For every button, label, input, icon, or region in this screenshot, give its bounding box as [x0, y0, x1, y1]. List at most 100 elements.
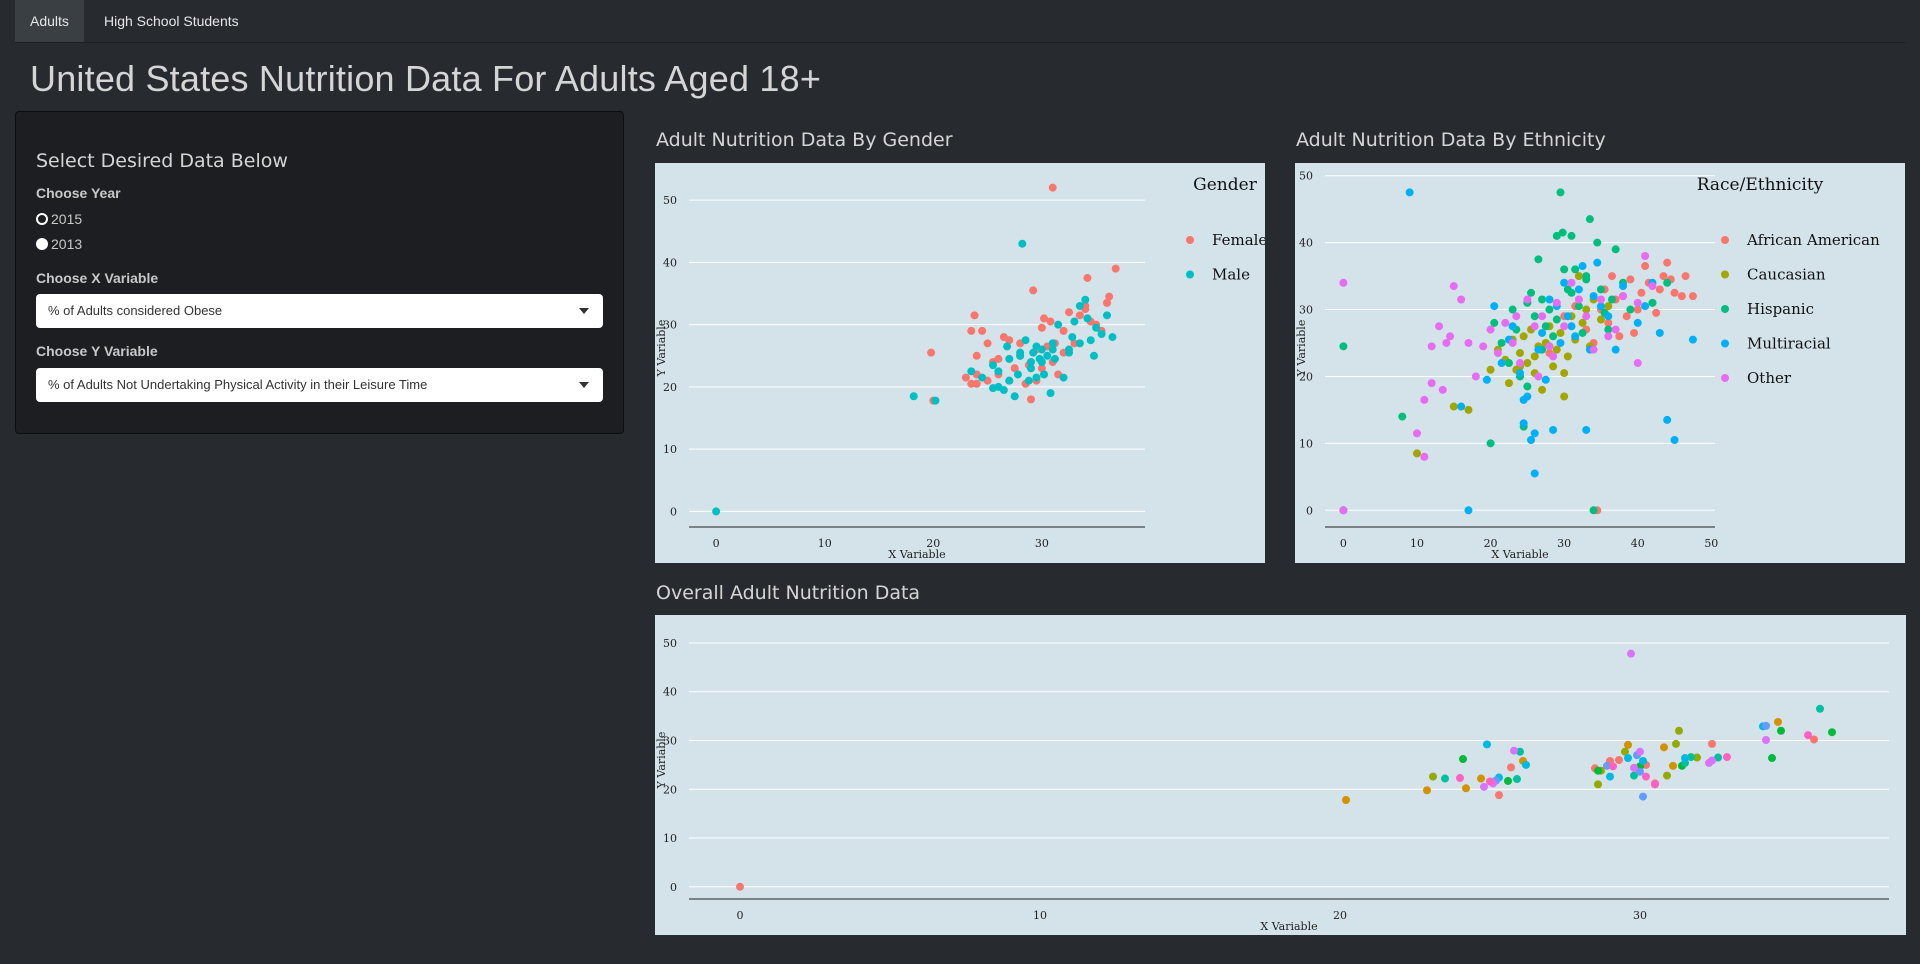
data-point[interactable] [1552, 315, 1561, 324]
legend-item[interactable]: Multiracial [1747, 335, 1831, 353]
data-point[interactable] [978, 326, 987, 335]
data-point[interactable] [1054, 320, 1063, 329]
data-point[interactable] [970, 311, 979, 320]
data-point[interactable] [1639, 792, 1647, 801]
data-point[interactable] [1816, 704, 1824, 713]
tab-high-school-students[interactable]: High School Students [104, 13, 239, 29]
data-point[interactable] [1032, 373, 1041, 382]
data-point[interactable] [1510, 746, 1518, 755]
data-point[interactable] [1681, 754, 1689, 763]
data-point[interactable] [1442, 338, 1451, 347]
data-point[interactable] [1081, 295, 1090, 304]
data-point[interactable] [1449, 282, 1458, 291]
data-point[interactable] [1567, 288, 1576, 297]
legend-swatch[interactable] [1721, 305, 1729, 313]
data-point[interactable] [1083, 273, 1092, 282]
data-point[interactable] [1501, 318, 1510, 327]
data-point[interactable] [1563, 312, 1572, 321]
data-point[interactable] [983, 339, 992, 348]
data-point[interactable] [1523, 359, 1532, 368]
data-point[interactable] [1519, 395, 1528, 404]
data-point[interactable] [1549, 352, 1558, 361]
data-point[interactable] [1663, 771, 1671, 780]
data-point[interactable] [989, 361, 997, 370]
legend-item[interactable]: Female [1212, 231, 1265, 249]
data-point[interactable] [1103, 298, 1111, 307]
data-point[interactable] [1604, 318, 1613, 327]
data-point[interactable] [1046, 317, 1055, 326]
data-point[interactable] [931, 396, 940, 405]
data-point[interactable] [1089, 351, 1098, 360]
data-point[interactable] [1589, 345, 1598, 354]
data-point[interactable] [1663, 278, 1672, 287]
data-point[interactable] [1103, 311, 1111, 320]
data-point[interactable] [1005, 354, 1014, 363]
data-point[interactable] [1495, 791, 1503, 800]
data-point[interactable] [1677, 292, 1686, 301]
data-point[interactable] [1512, 312, 1521, 321]
data-point[interactable] [1538, 328, 1547, 337]
legend-swatch[interactable] [1721, 339, 1729, 348]
data-point[interactable] [1604, 312, 1613, 321]
data-point[interactable] [1560, 392, 1569, 401]
data-point[interactable] [1541, 322, 1550, 331]
data-point[interactable] [1670, 288, 1679, 297]
data-point[interactable] [1483, 740, 1491, 749]
data-point[interactable] [1534, 372, 1543, 381]
data-point[interactable] [1480, 782, 1488, 791]
data-point[interactable] [1633, 359, 1642, 368]
data-point[interactable] [1774, 717, 1782, 726]
data-point[interactable] [1504, 379, 1513, 388]
data-point[interactable] [1048, 345, 1057, 354]
data-point[interactable] [1659, 272, 1668, 281]
data-point[interactable] [1574, 302, 1583, 311]
data-point[interactable] [1059, 373, 1068, 382]
data-point[interactable] [1059, 326, 1068, 335]
data-point[interactable] [1037, 323, 1046, 332]
data-point[interactable] [1048, 183, 1057, 192]
data-point[interactable] [1593, 238, 1602, 247]
data-point[interactable] [1065, 345, 1073, 354]
data-point[interactable] [1464, 338, 1473, 347]
data-point[interactable] [1037, 358, 1046, 367]
data-point[interactable] [994, 354, 1003, 363]
data-point[interactable] [927, 348, 936, 357]
data-point[interactable] [1457, 402, 1466, 411]
data-point[interactable] [1594, 766, 1602, 775]
data-point[interactable] [1486, 777, 1494, 786]
data-point[interactable] [1398, 412, 1407, 421]
data-point[interactable] [1560, 369, 1569, 378]
data-point[interactable] [1048, 339, 1057, 348]
data-point[interactable] [1596, 295, 1605, 304]
data-point[interactable] [1477, 774, 1485, 783]
data-point[interactable] [1556, 188, 1565, 197]
data-point[interactable] [1762, 721, 1770, 730]
data-point[interactable] [1670, 436, 1679, 445]
data-point[interactable] [1660, 743, 1668, 752]
year-radio-2015[interactable]: 2015 [36, 209, 82, 229]
data-point[interactable] [1534, 345, 1543, 354]
data-point[interactable] [1552, 231, 1561, 240]
data-point[interactable] [1508, 305, 1517, 314]
data-point[interactable] [1519, 332, 1528, 341]
data-point[interactable] [1567, 231, 1576, 240]
data-point[interactable] [1626, 305, 1635, 314]
legend-swatch[interactable] [1721, 270, 1729, 279]
data-point[interactable] [1549, 425, 1558, 434]
data-point[interactable] [1075, 339, 1084, 348]
data-point[interactable] [712, 507, 721, 516]
data-point[interactable] [1641, 302, 1650, 311]
legend-item[interactable]: Hispanic [1747, 300, 1814, 318]
data-point[interactable] [1010, 364, 1019, 373]
data-point[interactable] [1464, 506, 1473, 515]
data-point[interactable] [1029, 286, 1038, 295]
data-point[interactable] [1486, 325, 1495, 334]
data-point[interactable] [1762, 736, 1770, 745]
data-point[interactable] [1560, 265, 1569, 274]
data-point[interactable] [1619, 282, 1628, 291]
data-point[interactable] [1339, 342, 1348, 351]
data-point[interactable] [1508, 322, 1517, 331]
data-point[interactable] [1040, 370, 1049, 379]
data-point[interactable] [1516, 369, 1524, 378]
data-point[interactable] [1693, 753, 1701, 762]
